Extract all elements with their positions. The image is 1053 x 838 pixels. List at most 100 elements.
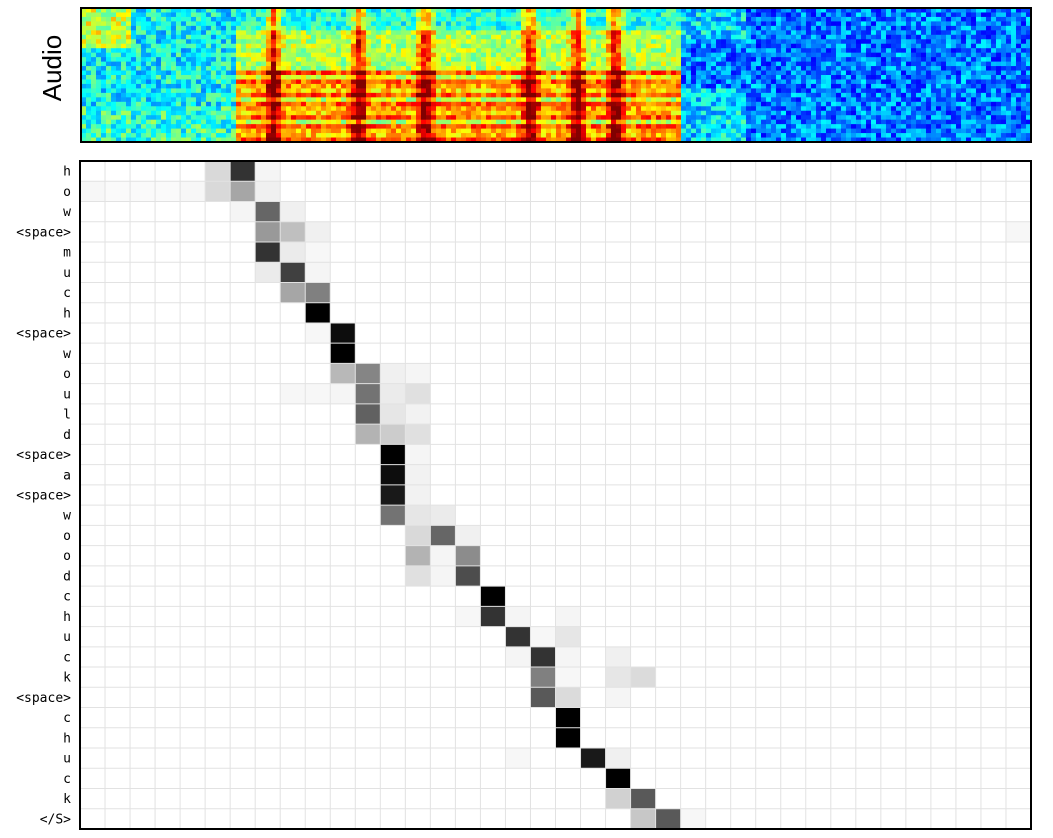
heatmap-cell [380,444,406,465]
heatmap-cell [655,808,681,829]
heatmap-cell [380,424,406,445]
heatmap-cell [555,707,581,728]
heatmap-frame [79,160,1032,830]
heatmap-cell [555,626,581,647]
row-label: c [63,772,71,787]
row-label: w [63,347,71,362]
heatmap-cell [380,464,406,485]
heatmap-cell [255,221,281,242]
row-label: c [63,650,71,665]
heatmap-cell [605,667,631,688]
heatmap-grid [80,161,1031,829]
row-label: u [63,630,71,645]
row-label: h [63,610,71,625]
heatmap-cell [380,505,406,526]
heatmap-cell [205,181,231,202]
heatmap-cell [405,525,431,546]
heatmap-cell [630,788,656,809]
heatmap-cell [505,606,531,627]
heatmap-cell [280,383,306,404]
heatmap-cell [280,262,306,283]
heatmap-cell [630,808,656,829]
heatmap-cell [280,221,306,242]
heatmap-cell [605,687,631,708]
heatmap-cell [305,302,331,323]
row-label: h [63,306,71,321]
heatmap-cell [405,444,431,465]
heatmap-cell [430,505,456,526]
heatmap-cell [330,343,356,364]
row-label: w [63,205,71,220]
heatmap-cell [280,282,306,303]
heatmap-cell [605,646,631,668]
heatmap-cell [255,161,281,182]
row-label: <space> [16,489,71,504]
heatmap-cell [680,808,706,829]
row-label: u [63,752,71,767]
heatmap-cell [555,727,581,749]
heatmap-cell [305,262,331,283]
heatmap-cell [380,383,406,404]
heatmap-cell [280,201,306,222]
heatmap-cell [255,181,281,202]
row-label: o [63,549,71,564]
heatmap-cell [555,606,581,627]
row-label: w [63,509,71,524]
heatmap-cell [80,181,106,202]
heatmap-cell [255,241,281,263]
heatmap-cell [355,363,381,384]
heatmap-cell [230,161,256,182]
heatmap-cell [305,221,331,242]
row-label: m [63,246,71,261]
heatmap-cell [330,322,356,344]
heatmap-cell [530,646,556,668]
heatmap-cell [230,181,256,202]
heatmap-cell [380,363,406,384]
row-label: k [63,671,71,686]
heatmap-cell [455,565,481,587]
heatmap-cell [555,667,581,688]
heatmap-cell [1005,221,1031,242]
heatmap-cell [305,383,331,404]
row-label: h [63,165,71,180]
heatmap-cell [455,606,481,627]
row-label: l [63,408,71,423]
heatmap-cell [405,565,431,587]
heatmap-cell [355,383,381,404]
heatmap-cell [480,586,506,607]
heatmap-cell [180,181,206,202]
row-label: u [63,387,71,402]
row-label: <space> [16,448,71,463]
heatmap-cell [305,282,331,303]
heatmap-cell [280,241,306,263]
heatmap-cell [405,403,431,425]
heatmap-cell [430,525,456,546]
heatmap-cell [205,161,231,182]
row-label: c [63,590,71,605]
heatmap-cell [505,626,531,647]
heatmap-cell [380,484,406,506]
heatmap-cell [255,262,281,283]
heatmap-cell [405,464,431,485]
heatmap-cell [130,181,156,202]
row-label: o [63,367,71,382]
heatmap-cell [555,646,581,668]
row-label: k [63,792,71,807]
heatmap-cell [355,403,381,425]
heatmap-cell [530,667,556,688]
row-label: <space> [16,691,71,706]
heatmap-cell [155,181,181,202]
heatmap-cell [105,181,131,202]
heatmap-cell [330,383,356,404]
heatmap-cell [480,606,506,627]
heatmap-cell [405,383,431,404]
row-label: a [63,468,71,483]
row-label: d [63,428,71,443]
heatmap-cell [355,424,381,445]
heatmap-cell [405,484,431,506]
heatmap-cell [380,403,406,425]
row-label: o [63,185,71,200]
row-label: c [63,286,71,301]
spectrogram-image [81,8,1032,143]
